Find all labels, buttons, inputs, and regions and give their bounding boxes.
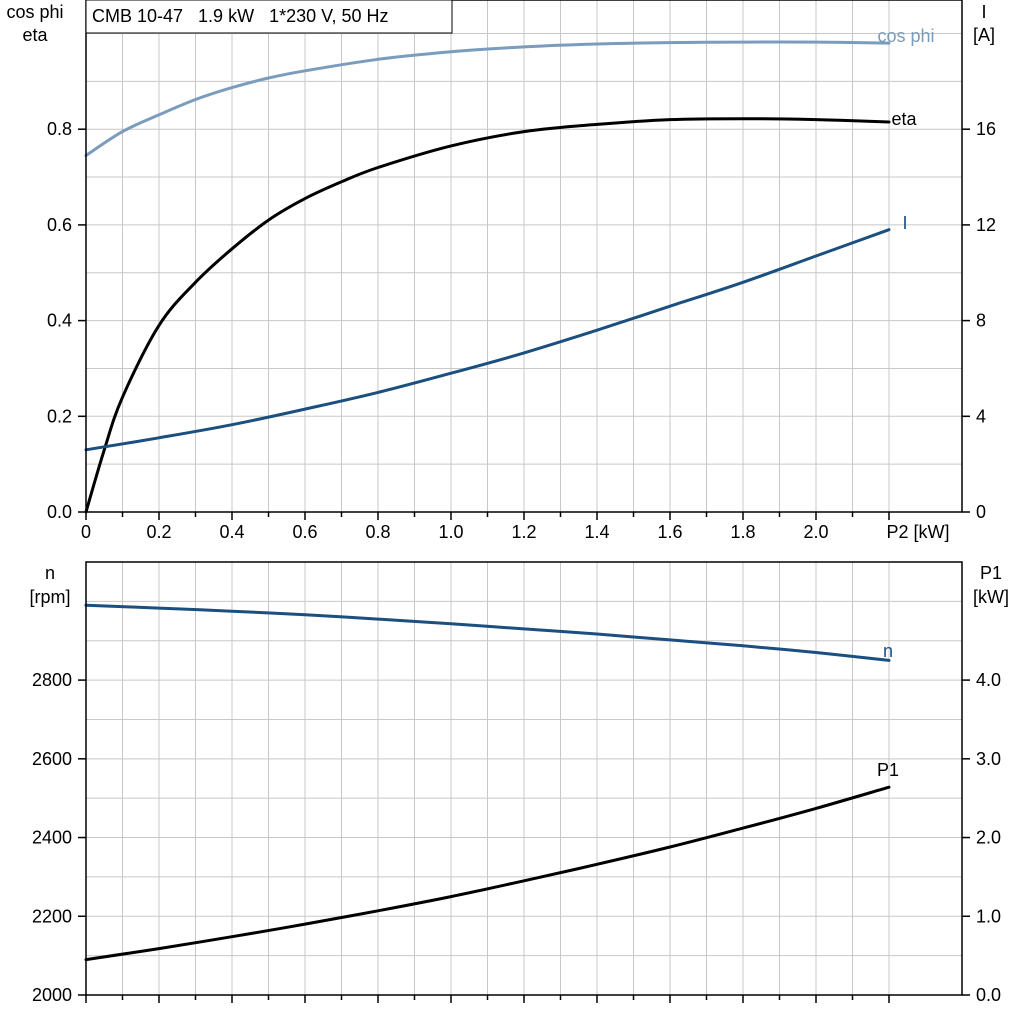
y-tick-label-left: 0.4 <box>47 311 72 331</box>
y-tick-label-left: 2200 <box>32 906 72 926</box>
eta-curve <box>84 117 891 514</box>
bottom-chart-panel: 2000 2200 2400 2600 2800 0.0 1.0 2.0 3.0 4.0 n [r… <box>29 561 1009 1005</box>
y-tick-label-left: 2000 <box>32 985 72 1005</box>
current-series-label: I <box>902 213 907 233</box>
y-tick-label-right: 1.0 <box>976 906 1001 926</box>
x-tick-label: 2.0 <box>803 522 828 542</box>
x-tick-label: 0.2 <box>146 522 171 542</box>
x-tick-label: 0.8 <box>365 522 390 542</box>
x-axis-label: P2 [kW] <box>886 522 949 542</box>
speed-axis-label: n <box>45 563 55 583</box>
top-tick-labels: 0.0 0.2 0.4 0.6 0.8 0 4 8 12 16 0 0.2 0.4 0.6 0.8 1.0 1.… <box>47 119 996 542</box>
current-unit-label: [A] <box>973 25 995 45</box>
y-tick-label-right: 0.0 <box>976 985 1001 1005</box>
p1-series-label: P1 <box>877 760 899 780</box>
y-tick-label-left: 2800 <box>32 670 72 690</box>
x-tick-label: 0.4 <box>219 522 244 542</box>
y-tick-label-right: 8 <box>976 311 986 331</box>
x-tick-label: 0.6 <box>292 522 317 542</box>
bottom-tick-labels: 2000 2200 2400 2600 2800 0.0 1.0 2.0 3.0 4.0 <box>32 670 1001 1005</box>
chart-title: CMB 10-47 1.9 kW 1*230 V, 50 Hz <box>92 6 388 26</box>
cosphi-series-label: cos phi <box>877 26 934 46</box>
y-tick-label-left: 0.2 <box>47 406 72 426</box>
eta-series-label: eta <box>891 109 917 129</box>
p1-curve <box>84 785 891 962</box>
top-curves <box>84 40 891 514</box>
y-tick-label-right: 3.0 <box>976 749 1001 769</box>
x-tick-label: 1.4 <box>584 522 609 542</box>
y-tick-label-right: 16 <box>976 119 996 139</box>
eta-axis-label: eta <box>22 25 48 45</box>
top-grid <box>86 0 962 512</box>
current-axis-label: I <box>981 2 986 22</box>
y-tick-label-right: 12 <box>976 215 996 235</box>
y-tick-label-right: 4.0 <box>976 670 1001 690</box>
x-tick-label: 1.2 <box>511 522 536 542</box>
bottom-grid <box>86 562 962 995</box>
cos-phi-curve <box>84 40 891 157</box>
x-tick-label: 1.8 <box>730 522 755 542</box>
y-tick-label-left: 0.8 <box>47 119 72 139</box>
y-tick-label-left: 2400 <box>32 828 72 848</box>
y-tick-label-right: 4 <box>976 406 986 426</box>
speed-unit-label: [rpm] <box>29 587 70 607</box>
chart-title-box <box>85 0 453 34</box>
cosphi-axis-label: cos phi <box>6 2 63 22</box>
p1-axis-label: P1 <box>980 563 1002 583</box>
y-tick-label-left: 2600 <box>32 749 72 769</box>
x-tick-label: 0 <box>81 522 91 542</box>
speed-series-label: n <box>883 641 893 661</box>
bottom-curves <box>84 603 891 962</box>
y-tick-label-right: 0 <box>976 502 986 522</box>
y-tick-label-left: 0.6 <box>47 215 72 235</box>
x-tick-label: 1.0 <box>438 522 463 542</box>
y-tick-label-right: 2.0 <box>976 828 1001 848</box>
x-tick-label: 1.6 <box>657 522 682 542</box>
top-chart-panel: 0.0 0.2 0.4 0.6 0.8 0 4 8 12 16 0 0.2 0.4 0.6 0.8 1.0 1.… <box>6 0 996 542</box>
p1-unit-label: [kW] <box>973 587 1009 607</box>
n-curve <box>84 603 891 662</box>
y-tick-label-left: 0.0 <box>47 502 72 522</box>
i-curve <box>84 228 891 452</box>
